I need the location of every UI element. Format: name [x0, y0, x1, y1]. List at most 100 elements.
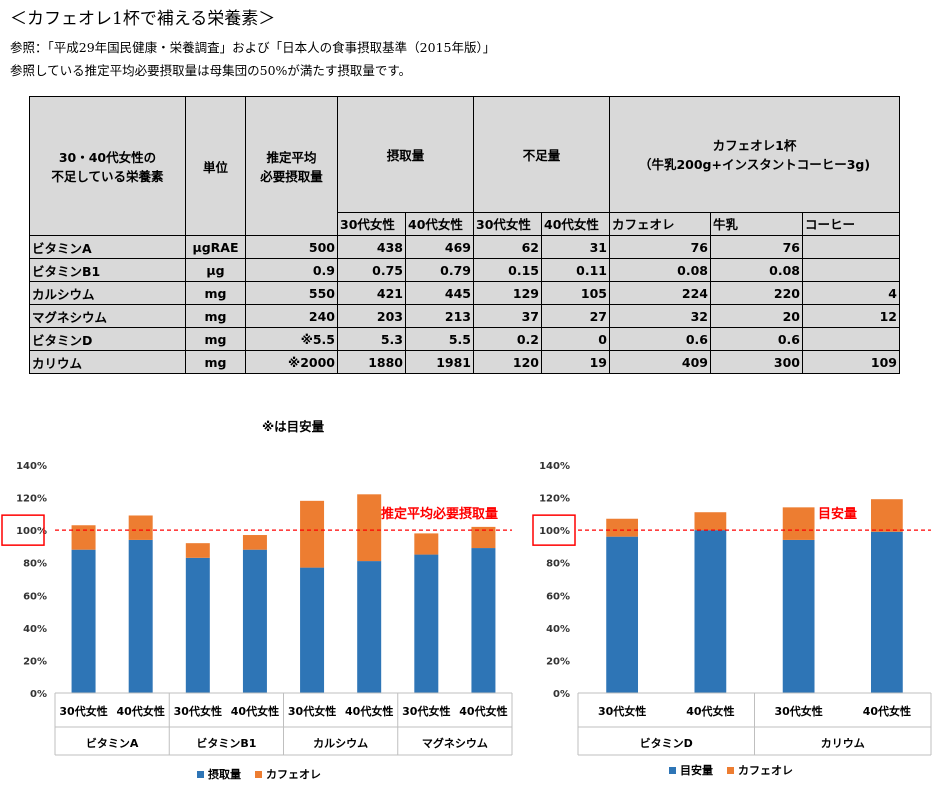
bar-segment-primary [782, 539, 815, 693]
subheader-shortage-40: 40代女性 [541, 211, 610, 237]
cell-shortage-30: 0.15 [473, 258, 542, 282]
subheader-milk: 牛乳 [710, 211, 803, 237]
cell-intake-30: 421 [337, 281, 406, 305]
page-title: ＜カフェオレ1杯で補える栄養素＞ [10, 9, 276, 29]
bar-segment-primary [185, 557, 210, 693]
cell-shortage-40: 0 [541, 327, 610, 351]
y-tick-label: 40% [23, 624, 47, 635]
bar-segment-cafeaulait [242, 535, 267, 550]
cell-milk: 0.6 [710, 327, 803, 351]
y-tick-label: 80% [546, 559, 570, 570]
cell-shortage-40: 27 [541, 304, 610, 328]
x-category-label: 30代女性 [774, 704, 822, 718]
y-tick-label: 0% [553, 689, 570, 700]
x-group-label: ビタミンB1 [196, 736, 256, 750]
bar-segment-cafeaulait [606, 518, 639, 537]
x-group-label: ビタミンA [86, 736, 139, 750]
nutrient-table: 30・40代女性の 不足している栄養素 単位 推定平均 必要摂取量 摂取量 不足… [29, 96, 900, 374]
table-row: カリウム mg ※2000 1880 1981 120 19 409 300 1… [29, 350, 900, 374]
cell-intake-30: 5.3 [337, 327, 406, 351]
cell-intake-40: 0.79 [405, 258, 474, 282]
bar-segment-primary [414, 554, 439, 693]
legend-swatch [255, 771, 262, 778]
legend-label: カフェオレ [266, 768, 321, 781]
header-cafeaulait: カフェオレ1杯 （牛乳200g+インスタントコーヒー3g) [609, 96, 900, 213]
cell-shortage-40: 19 [541, 350, 610, 374]
cell-name: カリウム [29, 350, 186, 374]
x-category-label: 30代女性 [288, 704, 336, 718]
y-tick-label: 120% [16, 494, 47, 505]
reference-line-label: 目安量 [818, 506, 857, 522]
bar-segment-cafeaulait [414, 533, 439, 555]
bar-segment-primary [694, 530, 727, 693]
y-tick-label: 140% [539, 461, 570, 472]
cell-shortage-40: 0.11 [541, 258, 610, 282]
cell-cafeaulait: 0.6 [609, 327, 711, 351]
cell-ear: 500 [245, 235, 338, 259]
cell-cafeaulait: 409 [609, 350, 711, 374]
cell-coffee: 12 [802, 304, 900, 328]
x-category-label: 40代女性 [459, 704, 507, 718]
legend-swatch [197, 771, 204, 778]
bar-segment-primary [471, 548, 496, 693]
cell-name: マグネシウム [29, 304, 186, 328]
legend-swatch [669, 767, 676, 774]
y-tick-label: 40% [546, 624, 570, 635]
cell-ear: ※5.5 [245, 327, 338, 351]
cell-name: ビタミンB1 [29, 258, 186, 282]
bar-segment-cafeaulait [694, 512, 727, 531]
y-tick-label: 20% [23, 656, 47, 667]
x-group-label: カルシウム [313, 737, 368, 750]
y-tick-label: 140% [16, 461, 47, 472]
cell-name: ビタミンA [29, 235, 186, 259]
cell-ear: 0.9 [245, 258, 338, 282]
bar-segment-cafeaulait [71, 525, 96, 550]
x-category-label: 40代女性 [863, 704, 911, 718]
cell-cafeaulait: 32 [609, 304, 711, 328]
cell-ear: ※2000 [245, 350, 338, 374]
table-row: ビタミンA μgRAE 500 438 469 62 31 76 76 [29, 235, 900, 259]
cell-shortage-30: 37 [473, 304, 542, 328]
cell-intake-30: 203 [337, 304, 406, 328]
x-category-label: 30代女性 [402, 704, 450, 718]
subheader-shortage-30: 30代女性 [473, 211, 542, 237]
y-tick-label: 80% [23, 559, 47, 570]
cell-ear: 550 [245, 281, 338, 305]
bar-segment-cafeaulait [471, 526, 496, 549]
header-shortage: 不足量 [473, 96, 610, 213]
right-chart: 0% 20% 40% 60% 80% 100% 120% 140% 30代女性 40代女性 30代女… [532, 461, 932, 777]
cell-unit: μgRAE [185, 235, 246, 259]
cell-unit: mg [185, 350, 246, 374]
header-unit: 単位 [185, 96, 246, 236]
x-category-label: 30代女性 [174, 704, 222, 718]
bar-segment-cafeaulait [128, 515, 153, 540]
bar-segment-primary [606, 536, 639, 693]
x-category-label: 40代女性 [686, 704, 734, 718]
y-tick-label: 120% [539, 494, 570, 505]
y-tick-label: 20% [546, 656, 570, 667]
bar-segment-cafeaulait [870, 499, 903, 532]
bar-segment-primary [71, 549, 96, 693]
bar-segment-cafeaulait [300, 500, 325, 568]
cell-intake-30: 1880 [337, 350, 406, 374]
bar-segment-cafeaulait [357, 494, 382, 562]
x-category-label: 30代女性 [598, 704, 646, 718]
cell-intake-30: 438 [337, 235, 406, 259]
highlight-box [1, 514, 45, 546]
header-intake: 摂取量 [337, 96, 474, 213]
table-header-row: 30・40代女性の 不足している栄養素 単位 推定平均 必要摂取量 摂取量 不足… [29, 96, 900, 236]
x-group-label: ビタミンD [640, 736, 693, 750]
cell-coffee [802, 258, 900, 282]
cell-cafeaulait: 224 [609, 281, 711, 305]
bar-segment-primary [357, 561, 382, 693]
cell-unit: mg [185, 281, 246, 305]
x-category-label: 30代女性 [59, 704, 107, 718]
cell-milk: 20 [710, 304, 803, 328]
subheader-intake-40: 40代女性 [405, 211, 474, 237]
y-tick-label: 60% [23, 591, 47, 602]
subheader-coffee: コーヒー [802, 211, 900, 237]
cell-shortage-30: 120 [473, 350, 542, 374]
cell-cafeaulait: 0.08 [609, 258, 711, 282]
header-nutrient: 30・40代女性の 不足している栄養素 [29, 96, 186, 236]
cell-milk: 300 [710, 350, 803, 374]
